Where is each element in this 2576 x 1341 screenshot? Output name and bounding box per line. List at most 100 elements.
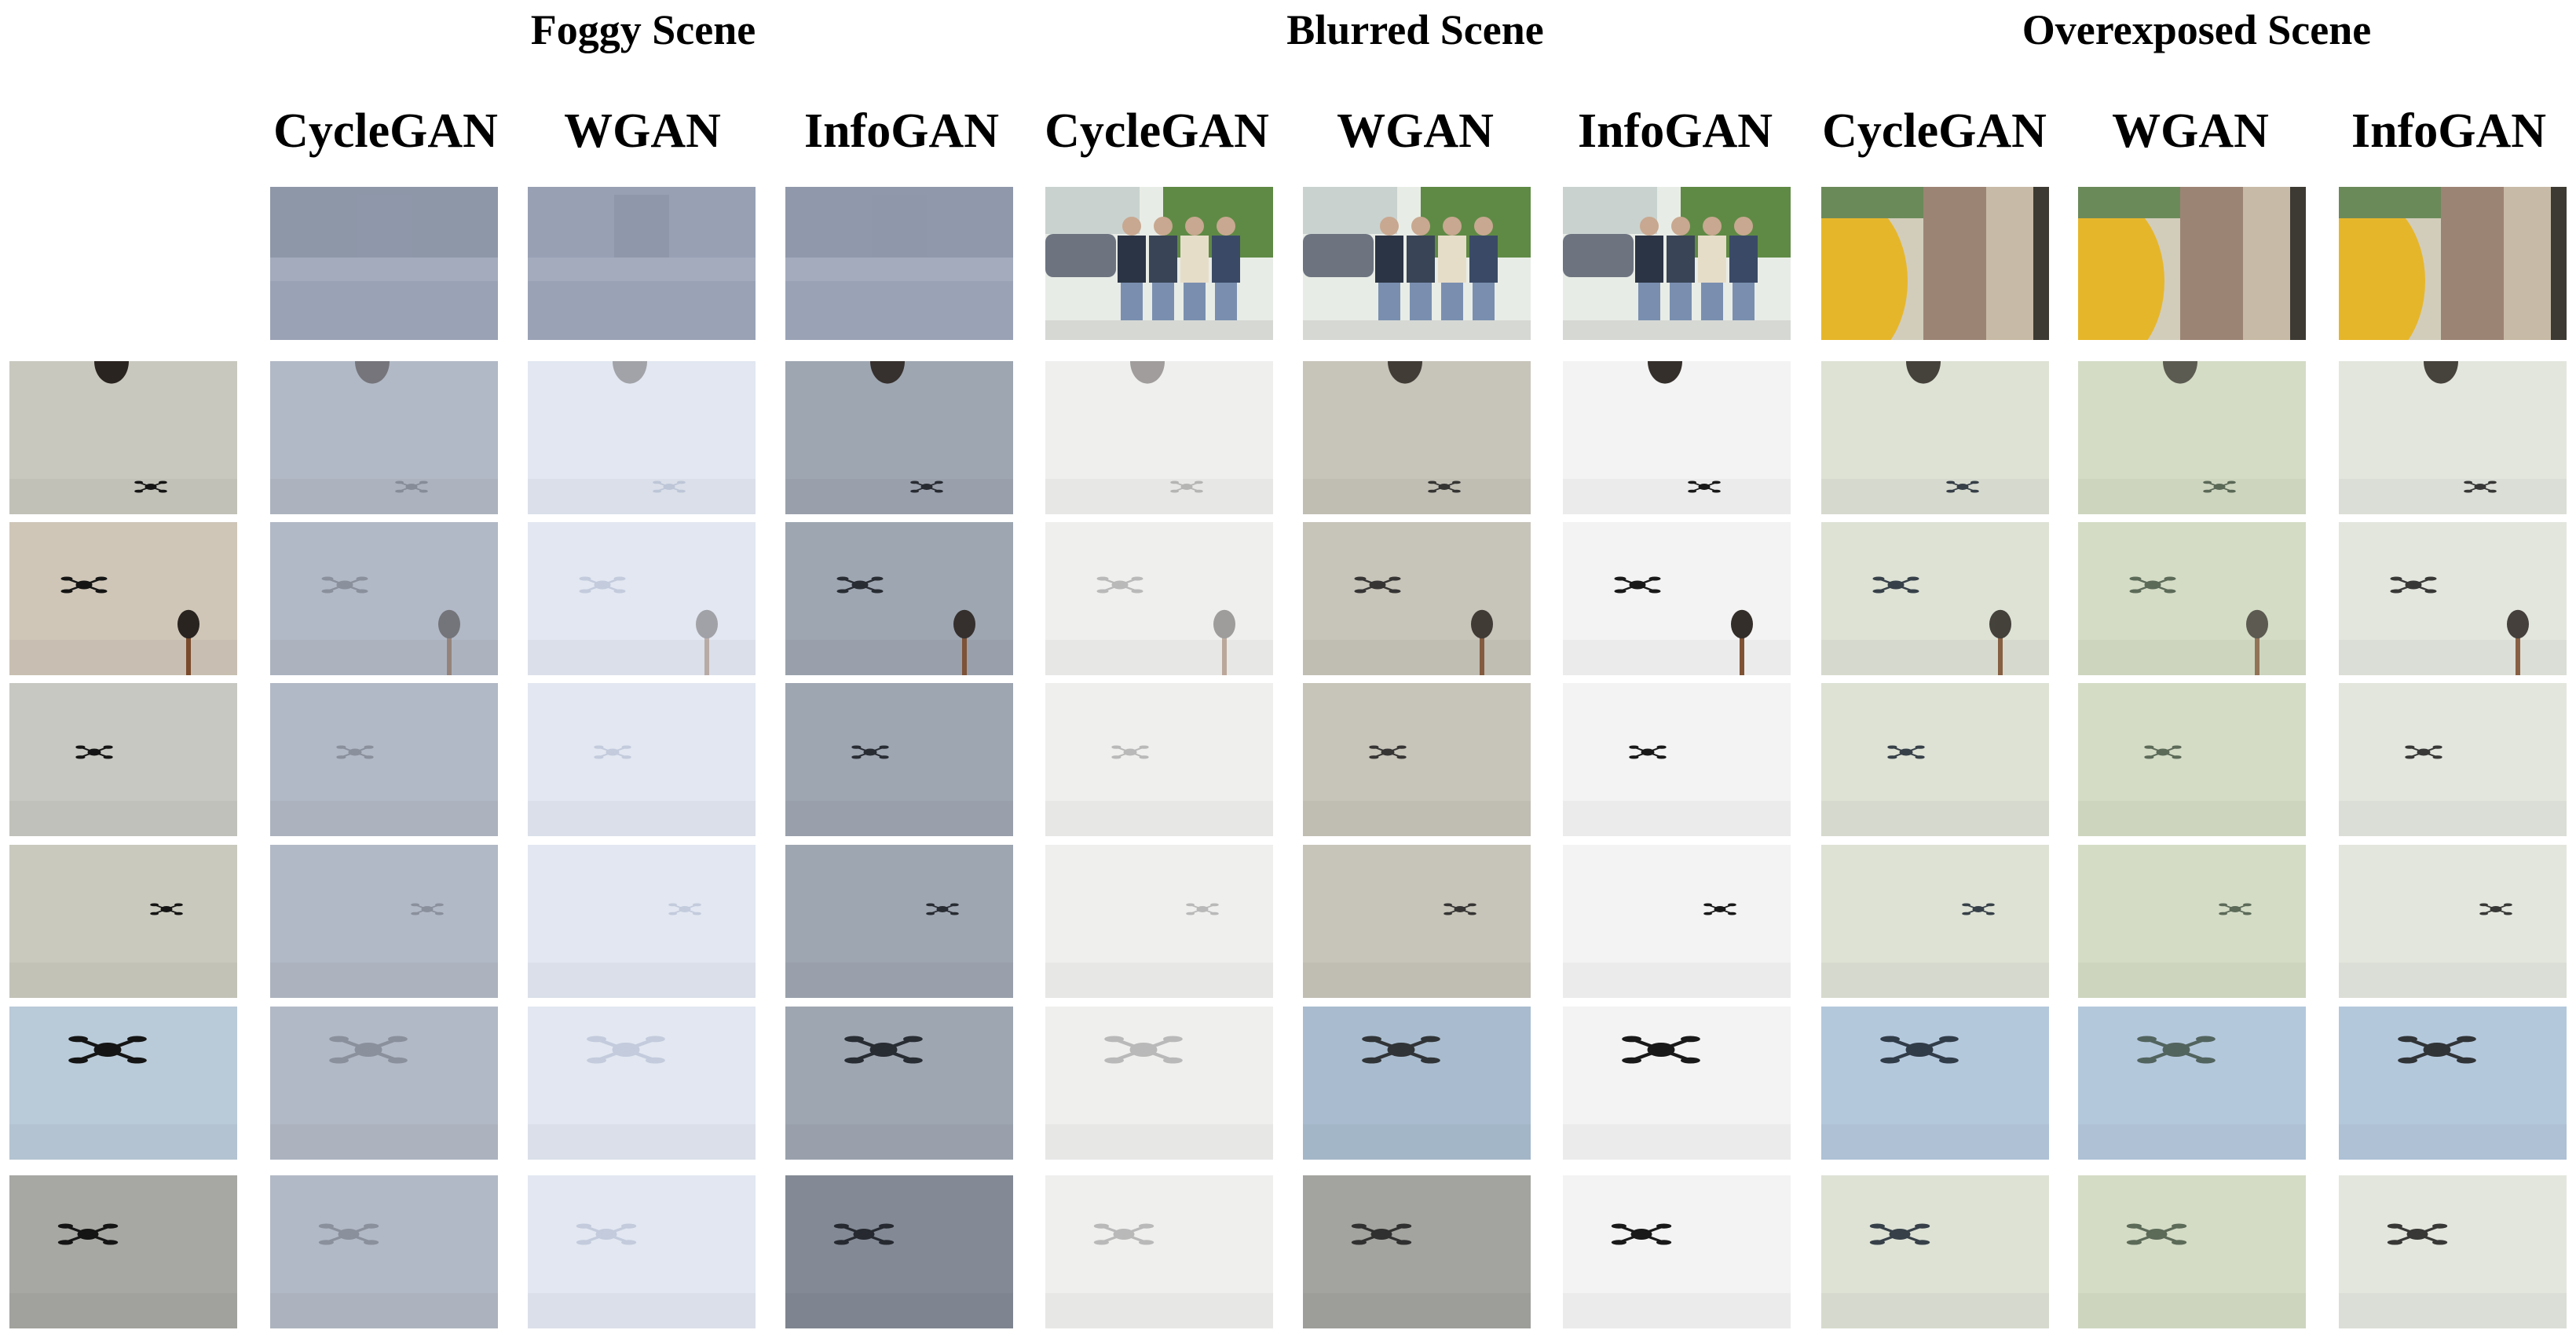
overexposed-infogan-title: InfoGAN — [2351, 104, 2547, 158]
drone-mark — [2137, 1036, 2216, 1064]
generated-drone-image-foggy-cyclegan — [270, 845, 498, 998]
generated-drone-image-foggy-infogan — [785, 1175, 1013, 1328]
overexposed-wgan-title: WGAN — [2112, 104, 2269, 158]
drone-mark — [844, 1036, 923, 1064]
drone-mark — [1104, 1036, 1183, 1064]
foggy-scene-title: Foggy Scene — [530, 6, 756, 53]
balloon-mark — [1648, 361, 1682, 384]
generated-drone-image-overexposed-infogan — [2339, 522, 2567, 675]
drone-mark — [1354, 576, 1401, 594]
drone-mark — [1622, 1036, 1700, 1064]
generated-drone-image-foggy-cyclegan — [270, 1007, 498, 1160]
drone-mark — [1096, 576, 1143, 594]
drone-mark — [1629, 745, 1667, 759]
generated-drone-image-foggy-wgan — [528, 1175, 756, 1328]
drone-mark — [1111, 745, 1149, 759]
generated-drone-image-overexposed-cyclegan — [1821, 1007, 2049, 1160]
reference-image-overexposed-infogan — [2339, 187, 2567, 340]
balloon-mark — [2246, 609, 2268, 675]
drone-mark — [60, 576, 108, 594]
drone-mark — [851, 745, 889, 759]
generated-drone-image-foggy-infogan — [785, 845, 1013, 998]
balloon-mark — [613, 361, 647, 384]
generated-drone-image-blurred-cyclegan — [1045, 1007, 1273, 1160]
drone-mark — [1093, 1223, 1154, 1245]
generated-drone-image-blurred-wgan — [1303, 1007, 1531, 1160]
generated-drone-image-overexposed-wgan — [2078, 683, 2306, 836]
balloon-mark — [1989, 609, 2011, 675]
balloon-mark — [1213, 609, 1235, 675]
drone-mark — [321, 576, 368, 594]
drone-mark — [1611, 1223, 1672, 1245]
original-drone-image — [9, 845, 237, 998]
reference-image-overexposed-wgan — [2078, 187, 2306, 340]
generated-drone-image-foggy-cyclegan — [270, 361, 498, 514]
generated-drone-image-blurred-infogan — [1563, 845, 1791, 998]
balloon-mark — [1731, 609, 1753, 675]
drone-mark — [668, 903, 701, 915]
generated-drone-image-blurred-wgan — [1303, 845, 1531, 998]
drone-mark — [910, 480, 943, 493]
drone-mark — [1962, 903, 1995, 915]
generated-drone-image-foggy-cyclegan — [270, 1175, 498, 1328]
drone-mark — [318, 1223, 379, 1245]
blurred-infogan-title: InfoGAN — [1577, 104, 1773, 158]
drone-mark — [1186, 903, 1219, 915]
generated-drone-image-foggy-infogan — [785, 522, 1013, 675]
reference-image-blurred-infogan — [1563, 187, 1791, 340]
generated-drone-image-overexposed-cyclegan — [1821, 683, 2049, 836]
drone-mark — [150, 903, 183, 915]
generated-drone-image-foggy-wgan — [528, 683, 756, 836]
drone-mark — [836, 576, 884, 594]
generated-drone-image-overexposed-cyclegan — [1821, 1175, 2049, 1328]
drone-mark — [1946, 480, 1979, 493]
drone-mark — [1880, 1036, 1959, 1064]
drone-mark — [1369, 745, 1407, 759]
drone-mark — [1703, 903, 1736, 915]
original-drone-image — [9, 361, 237, 514]
drone-mark — [587, 1036, 665, 1064]
generated-drone-image-blurred-infogan — [1563, 1007, 1791, 1160]
original-drone-image — [9, 1175, 237, 1328]
overexposed-cyclegan-title: CycleGAN — [1822, 104, 2047, 158]
generated-drone-image-foggy-cyclegan — [270, 683, 498, 836]
generated-drone-image-overexposed-wgan — [2078, 845, 2306, 998]
drone-mark — [2390, 576, 2437, 594]
drone-mark — [1444, 903, 1476, 915]
drone-mark — [134, 480, 167, 493]
drone-mark — [1428, 480, 1461, 493]
overexposed-scene-title: Overexposed Scene — [2022, 6, 2372, 53]
generated-drone-image-foggy-wgan — [528, 522, 756, 675]
balloon-mark — [1471, 609, 1493, 675]
original-drone-image — [9, 522, 237, 675]
generated-drone-image-overexposed-wgan — [2078, 1007, 2306, 1160]
drone-mark — [1688, 480, 1721, 493]
drone-mark — [329, 1036, 408, 1064]
foggy-wgan-title: WGAN — [564, 104, 721, 158]
drone-mark — [576, 1223, 637, 1245]
drone-mark — [579, 576, 626, 594]
original-drone-image — [9, 1007, 237, 1160]
generated-drone-image-blurred-wgan — [1303, 522, 1531, 675]
blurred-scene-title: Blurred Scene — [1286, 6, 1544, 53]
balloon-mark — [94, 361, 129, 384]
reference-image-overexposed-cyclegan — [1821, 187, 2049, 340]
drone-mark — [1362, 1036, 1440, 1064]
drone-mark — [2387, 1223, 2448, 1245]
reference-image-foggy-infogan — [785, 187, 1013, 340]
reference-image-blurred-cyclegan — [1045, 187, 1273, 340]
drone-mark — [2398, 1036, 2476, 1064]
generated-drone-image-overexposed-cyclegan — [1821, 522, 2049, 675]
generated-drone-image-overexposed-cyclegan — [1821, 361, 2049, 514]
foggy-infogan-title: InfoGAN — [803, 104, 1000, 158]
reference-image-foggy-cyclegan — [270, 187, 498, 340]
generated-drone-image-overexposed-infogan — [2339, 845, 2567, 998]
generated-drone-image-blurred-cyclegan — [1045, 683, 1273, 836]
generated-drone-image-blurred-wgan — [1303, 361, 1531, 514]
drone-mark — [1872, 576, 1919, 594]
drone-mark — [57, 1223, 119, 1245]
drone-mark — [1887, 745, 1925, 759]
generated-drone-image-blurred-wgan — [1303, 683, 1531, 836]
drone-mark — [2203, 480, 2236, 493]
original-drone-image — [9, 683, 237, 836]
